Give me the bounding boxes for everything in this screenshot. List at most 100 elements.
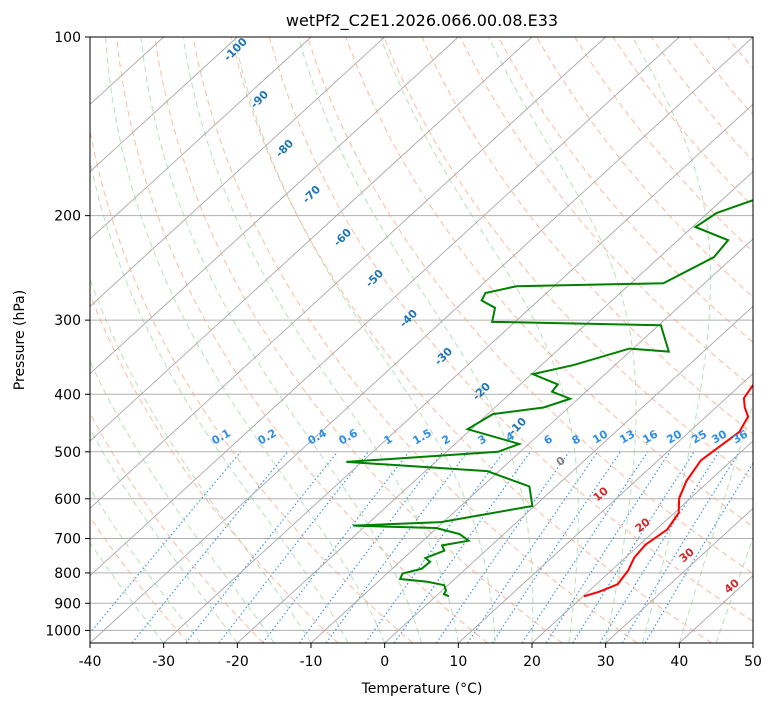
dry-adiabat-line (90, 128, 414, 643)
mixing-ratio-line (435, 451, 570, 643)
mixing-ratio-line (491, 451, 621, 643)
isotherm-line (90, 37, 459, 375)
pressure-grid (90, 37, 753, 631)
mixing-ratio-line (644, 462, 753, 643)
moist-adiabat-line (182, 37, 459, 643)
moist-adiabat-line (90, 541, 165, 643)
mixing-ratio-line (364, 451, 505, 643)
mixing-ratio-line (325, 451, 468, 643)
dry-adiabat-line (688, 37, 753, 116)
moist-adiabat-line (678, 402, 753, 643)
y-tick-label: 100 (54, 30, 81, 46)
profile-series (346, 199, 753, 598)
y-tick-label: 900 (54, 596, 81, 612)
mixing-ratio-line (262, 451, 410, 643)
reference-line-label: 20 (664, 427, 684, 446)
moist-adiabat-line (632, 37, 711, 643)
x-tick-label: -10 (300, 654, 323, 670)
isotherm-line (237, 171, 753, 643)
dry-adiabat-line (307, 37, 753, 575)
y-tick-label: 1000 (45, 623, 81, 639)
reference-line-label: -60 (331, 226, 354, 249)
reference-line-label: -50 (363, 267, 386, 290)
reference-line-label: 30 (709, 427, 729, 446)
reference-line-label: 2 (440, 432, 453, 447)
y-tick-label: 400 (54, 387, 81, 403)
y-axis-label: Pressure (hPa) (12, 290, 28, 390)
dry-adiabat-line (90, 412, 264, 643)
reference-line-label: 8 (570, 432, 583, 447)
reference-line-label: 36 (730, 427, 750, 446)
y-tick-label: 700 (54, 532, 81, 548)
x-tick-label: 40 (670, 654, 688, 670)
moist-adiabat-line (297, 37, 534, 643)
reference-line-label: 16 (640, 427, 660, 446)
reference-line-label: 1 (382, 432, 395, 447)
dry-adiabat-line (268, 37, 753, 623)
moist-adiabat-line (140, 37, 422, 643)
reference-line-label: 13 (617, 428, 637, 447)
mixing-ratio-lines (90, 451, 753, 643)
reference-line-label: -70 (300, 183, 323, 206)
y-tick-label: 300 (54, 313, 81, 329)
x-tick-label: 50 (744, 654, 762, 670)
isotherm-line (90, 37, 238, 173)
mixing-ratio-line (545, 451, 671, 643)
moist-adiabat-line (380, 37, 579, 643)
reference-line-label: -100 (221, 35, 250, 64)
isotherm-line (605, 507, 753, 643)
mixing-ratio-line (185, 451, 339, 643)
mixing-ratio-line (90, 451, 242, 634)
isotherm-line (90, 37, 753, 643)
moist-adiabat-line (90, 277, 312, 643)
mixing-ratio-line (467, 451, 599, 643)
moist-adiabat-line (233, 37, 496, 643)
dry-adiabat-line (154, 37, 563, 643)
x-tick-label: 0 (380, 654, 389, 670)
dry-adiabat-line (727, 37, 753, 70)
reference-line-label: 10 (591, 484, 611, 504)
isotherm-line (531, 440, 753, 643)
isotherm-line (90, 37, 533, 442)
isotherm-line (163, 103, 753, 643)
y-tick-label: 600 (54, 492, 81, 508)
reference-line-label: -30 (432, 345, 455, 368)
mixing-ratio-line (599, 451, 720, 643)
mixing-ratio-line (621, 451, 740, 643)
plot-area: 0.1 0.2 0.4 0.6 1 1.5 2 3 4 6 8 10 13 16 20 25 30 36-100-… (90, 35, 775, 643)
reference-line-label: -80 (273, 137, 296, 160)
isotherm-line (752, 642, 753, 643)
reference-line-label: -40 (397, 307, 420, 330)
isotherm-line (90, 37, 680, 577)
reference-line-label: 0 (554, 454, 568, 469)
reference-line-label: 6 (542, 432, 555, 447)
moist-adiabat-line (715, 536, 753, 643)
isotherm-line (90, 37, 312, 240)
x-axis: -40 -30 -20 -10 0 10 20 30 40 50 (79, 643, 762, 670)
reference-line-label: 0.1 (210, 426, 233, 447)
dry-adiabat-line (766, 37, 775, 643)
dry-adiabat-line (497, 37, 753, 344)
mixing-ratio-line (572, 451, 695, 643)
dewpoint-profile (346, 199, 753, 598)
reference-line-label: 40 (722, 576, 742, 596)
reference-line-label: -20 (470, 380, 493, 403)
dry-adiabat-line (650, 37, 753, 162)
reference-line-label: 0.4 (306, 426, 330, 447)
mixing-ratio-line (521, 451, 649, 643)
mixing-ratio-line (298, 451, 444, 643)
isotherm-line (384, 305, 753, 643)
dry-adiabat-line (421, 37, 753, 435)
x-axis-label: Temperature (°C) (361, 681, 483, 697)
temperature-profile (583, 383, 753, 598)
moist-adiabat-line (752, 641, 753, 643)
mixing-ratio-line (131, 451, 289, 643)
reference-line-label: 0.6 (337, 426, 361, 447)
moist-adiabat-line (90, 428, 238, 643)
x-tick-label: -20 (226, 654, 249, 670)
moist-adiabat-line (90, 159, 349, 643)
x-tick-label: 10 (449, 654, 467, 670)
moist-adiabat-line (90, 487, 201, 643)
isotherm-line (310, 238, 753, 643)
